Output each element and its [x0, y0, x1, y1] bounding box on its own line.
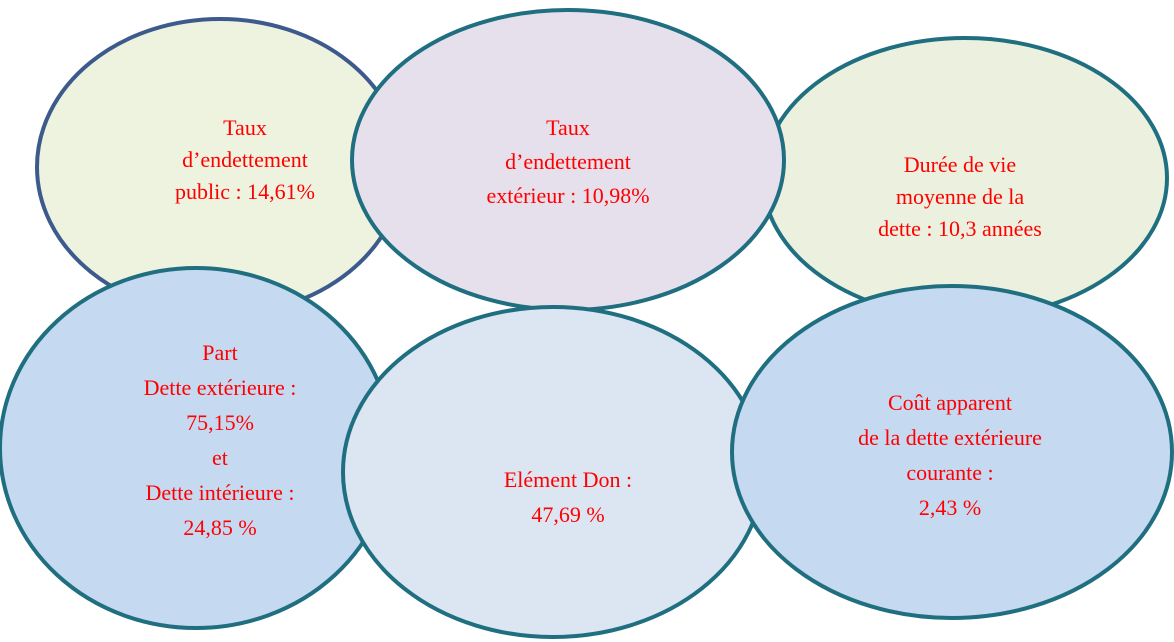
node-label: extérieur : 10,98%	[486, 183, 649, 208]
node-label: Part	[202, 340, 237, 365]
node-label: de la dette extérieure	[858, 425, 1042, 450]
node-shape	[0, 266, 394, 630]
node-label: d’endettement	[182, 147, 308, 172]
node-label: 24,85 %	[183, 515, 256, 540]
node-label: Taux	[546, 115, 590, 140]
node-label: 75,15%	[186, 410, 254, 435]
node-shape	[730, 284, 1174, 620]
node-label: Elément Don :	[504, 467, 632, 492]
node-label: d’endettement	[505, 149, 631, 174]
node-label: dette : 10,3 années	[878, 216, 1042, 241]
node-shape	[761, 36, 1169, 320]
node-label: et	[212, 445, 228, 470]
node-label: courante :	[906, 460, 993, 485]
node-label: Coût apparent	[888, 390, 1012, 415]
node-label: Durée de vie	[904, 152, 1016, 177]
node-label: Taux	[223, 115, 267, 140]
node-label: moyenne de la	[896, 184, 1025, 209]
node-label: Dette intérieure :	[145, 480, 294, 505]
node-label: public : 14,61%	[175, 179, 315, 204]
node-label: 2,43 %	[919, 495, 981, 520]
node-label: 47,69 %	[531, 502, 604, 527]
node-label: Dette extérieure :	[144, 375, 297, 400]
